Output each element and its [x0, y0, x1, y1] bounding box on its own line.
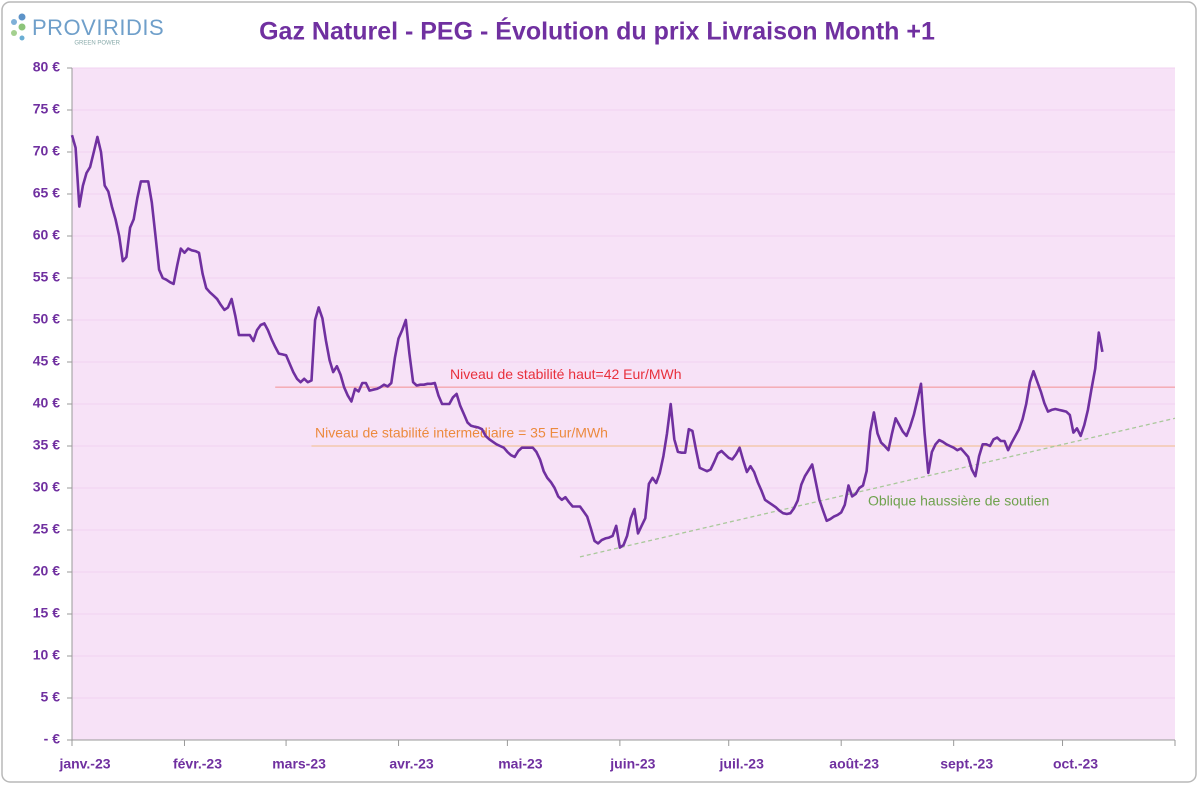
y-tick-label: 10 €	[33, 647, 60, 663]
y-tick-label: 65 €	[33, 185, 60, 201]
x-tick-label: août-23	[829, 756, 879, 772]
y-tick-label: 70 €	[33, 143, 60, 159]
x-tick-label: sept.-23	[940, 756, 993, 772]
logo-dot	[18, 13, 26, 21]
y-tick-label: 20 €	[33, 563, 60, 579]
logo-dot	[18, 23, 26, 31]
logo-dot	[11, 19, 17, 25]
x-tick-label: mars-23	[272, 756, 326, 772]
x-tick-label: oct.-23	[1053, 756, 1098, 772]
x-tick-label: févr.-23	[173, 756, 222, 772]
y-tick-label: 5 €	[41, 689, 61, 705]
price-line	[70, 134, 1104, 549]
y-tick-label: 80 €	[33, 59, 60, 75]
annotation: Niveau de stabilité haut=42 Eur/MWh	[450, 366, 682, 382]
y-tick-label: 75 €	[33, 101, 60, 117]
y-tick-label: 60 €	[33, 227, 60, 243]
y-tick-label: 45 €	[33, 353, 60, 369]
x-tick-label: mai-23	[498, 756, 543, 772]
logo-name: PROVIRIDIS	[32, 15, 164, 40]
logo-dot	[19, 35, 25, 41]
y-tick-label: 40 €	[33, 395, 60, 411]
logo: PROVIRIDIS GREEN POWER	[11, 13, 164, 47]
logo-tagline: GREEN POWER	[74, 41, 120, 47]
logo-dot	[11, 30, 17, 36]
x-tick-label: juil.-23	[719, 756, 765, 772]
x-tick-label: avr.-23	[389, 756, 434, 772]
y-tick-label: 55 €	[33, 269, 60, 285]
chart-title: Gaz Naturel - PEG - Évolution du prix Li…	[259, 17, 935, 46]
annotation: Oblique haussière de soutien	[868, 493, 1049, 509]
x-tick-label: janv.-23	[58, 756, 110, 772]
y-tick-label: 15 €	[33, 605, 60, 621]
y-tick-label: 25 €	[33, 521, 60, 537]
y-tick-label: 30 €	[33, 479, 60, 495]
x-tick-label: juin-23	[609, 756, 655, 772]
y-tick-label: 50 €	[33, 311, 60, 327]
y-tick-label: - €	[44, 731, 61, 747]
reference-line	[579, 417, 1176, 558]
y-tick-label: 35 €	[33, 437, 60, 453]
annotation: Niveau de stabilité intermédiaire = 35 E…	[315, 425, 608, 441]
